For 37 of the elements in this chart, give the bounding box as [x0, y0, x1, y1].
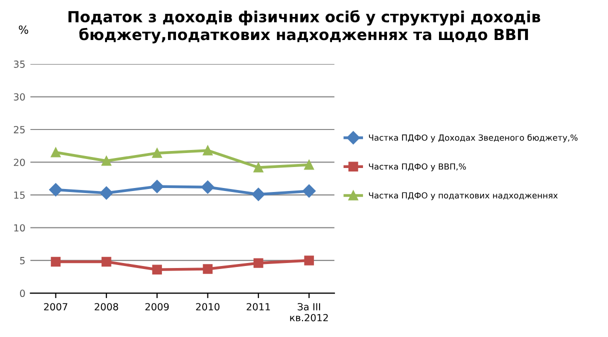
point — [50, 148, 61, 158]
y-tick-label: 10 — [14, 224, 25, 232]
point — [254, 162, 264, 172]
point — [252, 188, 265, 201]
point — [50, 256, 61, 267]
point — [304, 160, 314, 170]
legend-label: Частка ПДФО у Доходах Зведеного бюджету,% — [368, 134, 578, 142]
point — [152, 264, 162, 274]
point — [102, 256, 112, 267]
x-tick-label: 2011 — [246, 303, 270, 310]
chart-title: Податок з доходів фізичних осіб у структурі доходів бюджету,податкових надходженнях та щодо ВВП — [68, 10, 540, 44]
x-tick-label: 2007 — [44, 303, 68, 310]
y-tick-label: 25 — [14, 126, 25, 134]
y-tick-label: 5 — [20, 257, 25, 264]
point — [201, 180, 214, 194]
x-tick-label: 2010 — [196, 303, 220, 310]
legend-label: Частка ПДФО у податкових надходженнях — [368, 192, 558, 200]
point — [49, 183, 62, 196]
y-tick-label: 0 — [20, 290, 25, 298]
point — [302, 184, 316, 198]
point — [152, 148, 162, 158]
y-tick-label: 30 — [14, 93, 25, 101]
legend-label: Частка ПДФО у ВВП,% — [368, 163, 466, 172]
point — [100, 186, 113, 200]
point — [304, 256, 314, 266]
point — [150, 180, 164, 194]
y-tick-label: 20 — [14, 158, 25, 166]
point — [102, 156, 112, 166]
x-tick-label: 2008 — [94, 303, 118, 310]
point — [254, 258, 264, 268]
x-tick-label: 2009 — [145, 303, 169, 310]
y-tick-label: 15 — [14, 192, 25, 199]
y-tick-label: 35 — [14, 60, 25, 68]
point — [202, 264, 213, 274]
point — [202, 146, 213, 156]
y-axis-title: % — [18, 25, 28, 34]
x-tick-label: За III кв.2012 — [290, 303, 328, 322]
